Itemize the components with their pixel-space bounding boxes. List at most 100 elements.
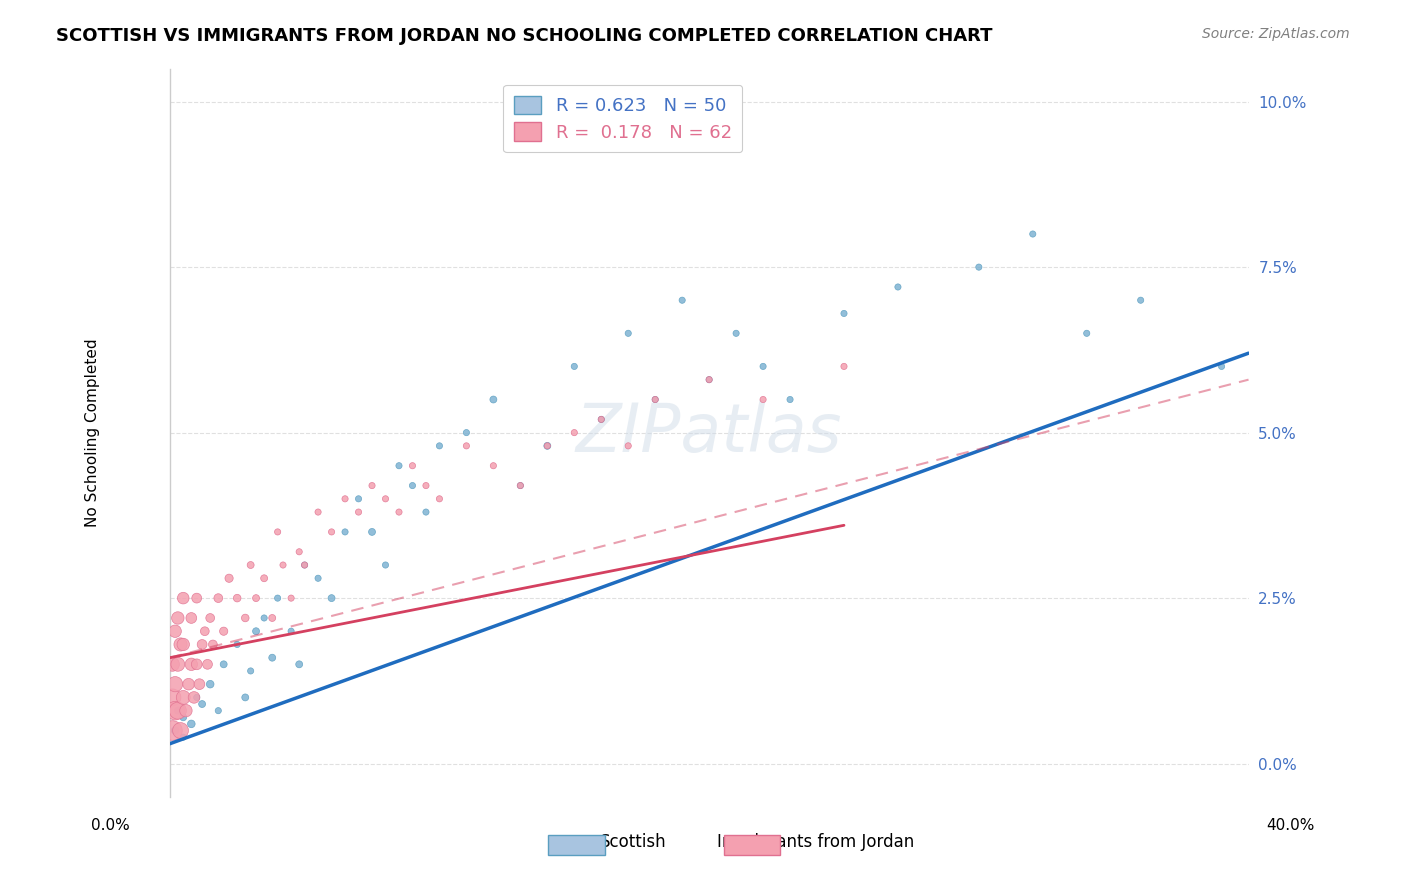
Point xyxy=(832,306,855,320)
Point xyxy=(429,491,451,506)
Point xyxy=(697,373,720,387)
Text: Immigrants from Jordan: Immigrants from Jordan xyxy=(717,833,914,851)
Point xyxy=(165,704,187,718)
Point xyxy=(180,717,202,731)
Point xyxy=(456,439,478,453)
Point xyxy=(165,677,187,691)
Point xyxy=(1022,227,1045,241)
Point xyxy=(536,439,558,453)
Point xyxy=(197,657,219,672)
Point xyxy=(288,657,311,672)
Point xyxy=(191,697,214,711)
Point xyxy=(321,591,343,606)
Text: 40.0%: 40.0% xyxy=(1267,818,1315,832)
Point xyxy=(239,558,262,572)
Text: Scottish: Scottish xyxy=(599,833,666,851)
Point xyxy=(162,690,184,705)
Text: Source: ZipAtlas.com: Source: ZipAtlas.com xyxy=(1202,27,1350,41)
Point xyxy=(166,704,188,718)
Point xyxy=(887,280,910,294)
Point xyxy=(186,690,208,705)
Point xyxy=(266,524,288,539)
Legend: R = 0.623   N = 50, R =  0.178   N = 62: R = 0.623 N = 50, R = 0.178 N = 62 xyxy=(503,85,742,153)
Point xyxy=(671,293,693,308)
Point xyxy=(617,439,640,453)
Text: SCOTTISH VS IMMIGRANTS FROM JORDAN NO SCHOOLING COMPLETED CORRELATION CHART: SCOTTISH VS IMMIGRANTS FROM JORDAN NO SC… xyxy=(56,27,993,45)
Point xyxy=(207,704,229,718)
Point xyxy=(162,723,184,738)
Point xyxy=(212,657,235,672)
Point xyxy=(288,545,311,559)
Point xyxy=(280,624,302,639)
Point xyxy=(591,412,613,426)
Point xyxy=(333,491,356,506)
Point xyxy=(401,458,423,473)
Point xyxy=(401,478,423,492)
Point xyxy=(172,591,194,606)
Point xyxy=(174,704,197,718)
Point xyxy=(374,558,396,572)
Point xyxy=(482,458,505,473)
Point xyxy=(361,478,384,492)
Point xyxy=(697,373,720,387)
Point xyxy=(186,591,208,606)
Point xyxy=(200,677,222,691)
Point xyxy=(172,710,194,724)
Point xyxy=(562,359,585,374)
Point xyxy=(832,359,855,374)
Point xyxy=(482,392,505,407)
Point xyxy=(388,505,411,519)
Point xyxy=(307,505,329,519)
Point xyxy=(725,326,748,341)
Point xyxy=(169,637,191,651)
Point xyxy=(233,611,256,625)
Point xyxy=(1129,293,1152,308)
Point xyxy=(294,558,316,572)
Point xyxy=(226,637,249,651)
Point xyxy=(752,359,775,374)
Point xyxy=(509,478,531,492)
Point xyxy=(177,677,200,691)
Point xyxy=(165,723,187,738)
Point xyxy=(233,690,256,705)
Point xyxy=(162,657,184,672)
Point xyxy=(644,392,666,407)
Point xyxy=(180,657,202,672)
Point xyxy=(172,730,194,744)
Point xyxy=(509,478,531,492)
Text: 0.0%: 0.0% xyxy=(91,818,131,832)
Point xyxy=(218,571,240,585)
Y-axis label: No Schooling Completed: No Schooling Completed xyxy=(86,338,100,527)
Point xyxy=(967,260,990,274)
Point xyxy=(245,591,267,606)
Point xyxy=(188,677,211,691)
Point xyxy=(347,505,370,519)
Point xyxy=(415,478,437,492)
Point xyxy=(536,439,558,453)
Point xyxy=(166,611,188,625)
Point xyxy=(172,637,194,651)
Point xyxy=(180,611,202,625)
Point xyxy=(262,650,284,665)
Point xyxy=(1211,359,1233,374)
Point xyxy=(239,664,262,678)
Point xyxy=(347,491,370,506)
Point xyxy=(415,505,437,519)
Point xyxy=(271,558,294,572)
Point xyxy=(200,611,222,625)
Point xyxy=(183,690,205,705)
Point xyxy=(245,624,267,639)
Point xyxy=(169,723,191,738)
Point xyxy=(172,690,194,705)
Point xyxy=(388,458,411,473)
Point xyxy=(212,624,235,639)
Point xyxy=(280,591,302,606)
Point xyxy=(226,591,249,606)
Point xyxy=(165,624,187,639)
Point xyxy=(253,571,276,585)
Point xyxy=(456,425,478,440)
Point xyxy=(166,704,188,718)
Text: ZIPatlas: ZIPatlas xyxy=(576,400,842,466)
Point xyxy=(253,611,276,625)
Point xyxy=(1076,326,1098,341)
